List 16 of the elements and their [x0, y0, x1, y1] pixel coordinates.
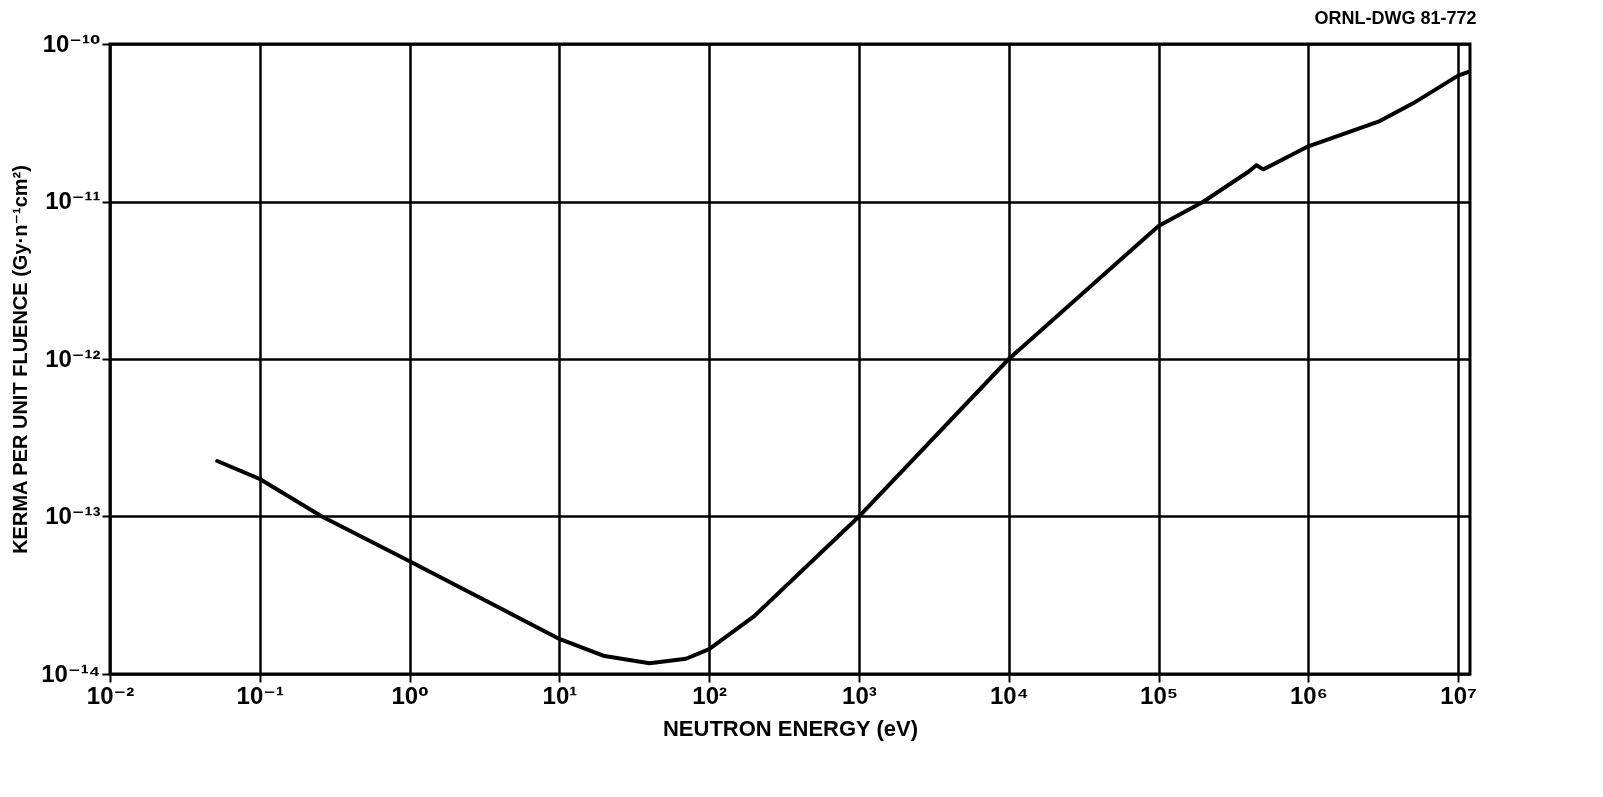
x-tick-label: 10⁴ — [989, 681, 1029, 709]
x-tick-label: 10⁵ — [1140, 681, 1179, 709]
text: ORNL-DWG 81-772 — [1314, 8, 1477, 28]
x-tick-label: 10¹ — [542, 681, 578, 709]
x-axis-title: NEUTRON ENERGY (eV) — [662, 715, 919, 741]
y-tick-label: 10⁻¹⁰ — [42, 29, 101, 57]
x-tick-label: 10² — [692, 681, 728, 709]
y-tick-label: 10⁻¹³ — [45, 502, 101, 529]
x-tick-label: 10³ — [842, 681, 877, 709]
y-tick-label: 10⁻¹¹ — [45, 187, 101, 214]
x-tick-label: 10⁷ — [1440, 681, 1477, 709]
x-tick-label: 10⁻¹ — [236, 681, 284, 709]
y-tick-label: 10⁻¹² — [45, 344, 101, 372]
x-tick-label: 10⁶ — [1289, 681, 1328, 709]
y-axis-title: KERMA PER UNIT FLUENCE (Gy·n⁻¹cm²) — [9, 165, 32, 554]
x-tick-label: 10⁰ — [391, 681, 429, 709]
